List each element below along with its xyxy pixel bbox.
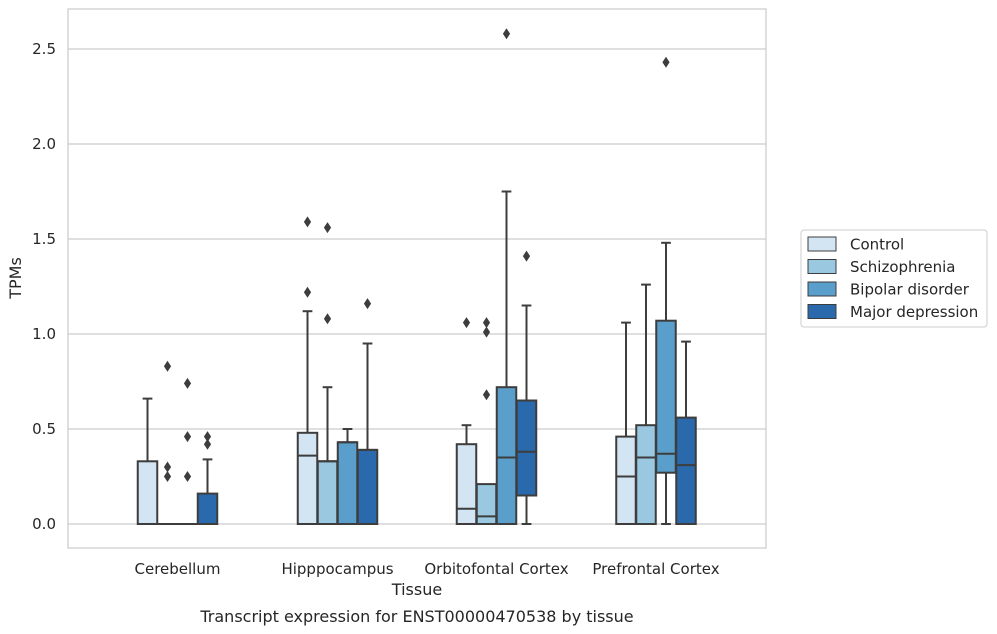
legend-label: Control: [850, 236, 904, 254]
outlier-point: [323, 222, 332, 234]
box-body: [515, 399, 538, 497]
box-body: [675, 416, 697, 526]
box-schizophrenia: [635, 283, 657, 526]
y-tick-label: 0.0: [32, 515, 56, 533]
legend-label: Bipolar disorder: [850, 281, 970, 299]
box-body: [356, 448, 379, 525]
box-major-depression: [356, 298, 379, 525]
box-major-depression: [515, 250, 538, 525]
box-control: [296, 216, 319, 525]
outlier-point: [203, 431, 212, 443]
legend-swatch: [807, 259, 837, 274]
box-body: [615, 435, 637, 526]
y-tick-label: 0.5: [32, 420, 56, 438]
legend-swatch: [807, 281, 837, 297]
x-tick-label: Hipppocampus: [281, 560, 393, 578]
box-major-depression: [675, 340, 697, 526]
box-body: [475, 483, 498, 526]
outlier-point: [163, 461, 172, 473]
box-body: [136, 460, 159, 525]
box-body: [455, 443, 478, 526]
outlier-point: [183, 377, 192, 389]
box-schizophrenia: [156, 360, 179, 526]
box-schizophrenia: [316, 222, 339, 525]
box-body: [495, 386, 518, 526]
y-tick-label: 1.5: [32, 230, 56, 248]
plot-frame: [67, 8, 767, 549]
x-tick-label: Cerebellum: [135, 560, 221, 578]
outlier-point: [662, 56, 670, 68]
box-body: [635, 424, 657, 526]
outlier-point: [323, 313, 332, 325]
box-schizophrenia: [475, 317, 498, 526]
outlier-point: [203, 438, 212, 450]
outlier-point: [482, 389, 491, 401]
box-major-depression: [196, 431, 219, 526]
outlier-point: [522, 250, 531, 262]
outlier-point: [482, 326, 491, 338]
outlier-point: [183, 471, 192, 482]
x-tick-label: Prefrontal Cortex: [592, 560, 719, 578]
legend-swatch: [807, 304, 837, 319]
outlier-point: [163, 471, 172, 482]
box-control: [455, 317, 478, 526]
box-control: [615, 321, 637, 526]
y-tick-label: 2.0: [32, 135, 56, 153]
outlier-point: [363, 298, 372, 310]
y-tick-label: 2.5: [32, 40, 56, 58]
legend-frame: [800, 229, 988, 328]
x-tick-label: Orbitofontal Cortex: [424, 560, 568, 578]
outlier-point: [163, 360, 172, 372]
box-bipolar-disorder: [655, 56, 677, 525]
figure-caption: Transcript expression for ENST0000047053…: [199, 607, 633, 626]
outlier-point: [462, 317, 471, 329]
box-body: [296, 431, 319, 525]
box-bipolar-disorder: [495, 28, 518, 526]
box-groups: [136, 28, 697, 526]
box-body: [336, 441, 359, 525]
box-body: [316, 460, 339, 525]
box-body: [655, 319, 677, 474]
legend-label: Major depression: [850, 303, 978, 321]
outlier-point: [502, 28, 511, 40]
box-body: [196, 492, 219, 526]
legend-label: Schizophrenia: [850, 258, 955, 276]
legend-swatch: [807, 236, 837, 252]
outlier-point: [482, 317, 491, 329]
legend: Control Schizophrenia Bipolar disorder Majo…: [800, 229, 988, 328]
outlier-point: [303, 286, 312, 298]
x-tick-labels: Cerebellum Hipppocampus Orbitofontal Corte…: [135, 560, 720, 578]
y-tick-labels: 0.0 0.5 1.0 1.5 2.0 2.5: [32, 40, 56, 533]
box-control: [136, 397, 159, 525]
outlier-point: [183, 431, 192, 443]
y-tick-label: 1.0: [32, 325, 56, 343]
box-bipolar-disorder: [336, 428, 359, 525]
outlier-point: [303, 216, 312, 228]
x-axis-label: Tissue: [391, 580, 442, 599]
y-axis-label: TPMs: [6, 257, 25, 300]
box-bipolar-disorder: [176, 377, 199, 526]
